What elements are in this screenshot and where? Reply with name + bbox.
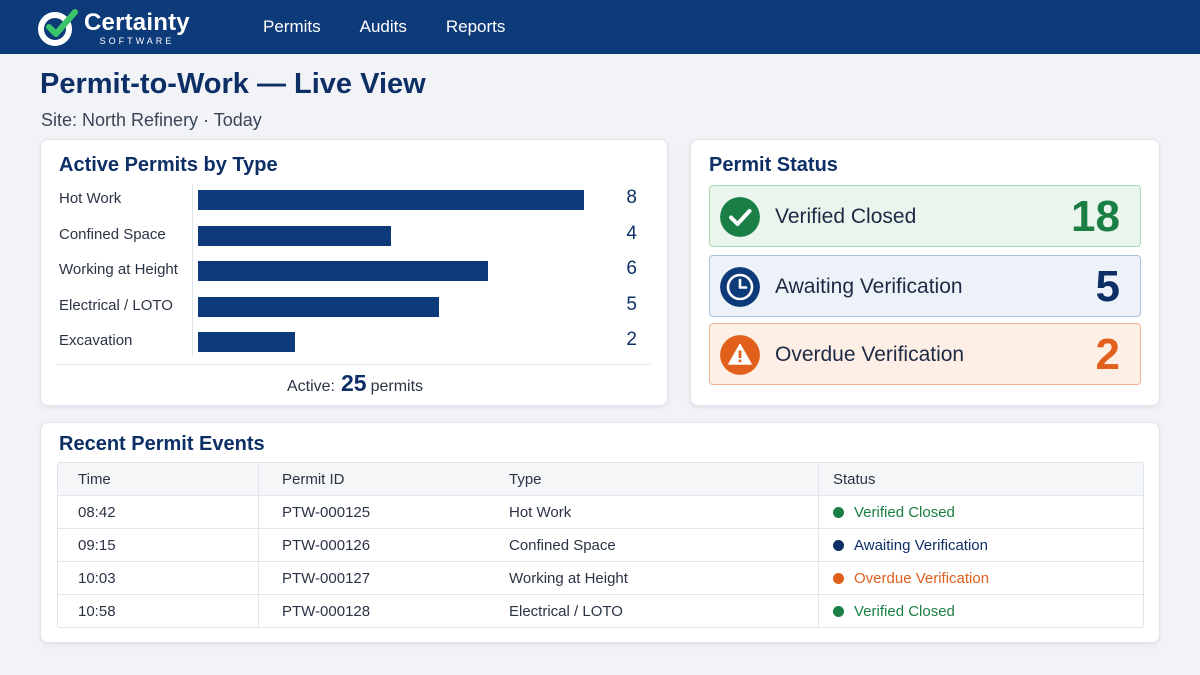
- bar-value-label: 5: [626, 293, 637, 315]
- cell-type: Hot Work: [509, 504, 572, 521]
- cell-type: Confined Space: [509, 537, 616, 554]
- active-total-label: Active:: [286, 378, 335, 395]
- status-count: 18: [1071, 192, 1120, 241]
- bar-category-label: Working at Height: [59, 261, 178, 278]
- cell-status: Overdue Verification: [833, 570, 989, 587]
- column-header-status[interactable]: Status: [833, 471, 876, 488]
- cell-time: 08:42: [78, 504, 116, 521]
- brand-subtitle: SOFTWARE: [99, 36, 175, 46]
- bar[interactable]: [198, 225, 391, 246]
- cell-permit-id[interactable]: PTW-000126: [282, 537, 371, 554]
- bar-row: Excavation 2: [41, 327, 669, 357]
- nav-permits[interactable]: Permits: [263, 17, 321, 36]
- page-subtitle: Site: North Refinery · Today: [41, 110, 262, 130]
- table-header-row: Time Permit ID Type Status: [58, 463, 1143, 496]
- bar-category-label: Excavation: [59, 332, 133, 349]
- recent-events-title: Recent Permit Events: [59, 433, 265, 455]
- status-text: Awaiting Verification: [854, 537, 988, 554]
- bar-value-label: 6: [626, 258, 637, 279]
- column-divider: [818, 463, 819, 627]
- bar-category-label: Electrical / LOTO: [59, 296, 173, 314]
- permits-by-type-title: Active Permits by Type: [59, 154, 278, 176]
- bar-category-label: Hot Work: [59, 190, 122, 207]
- cell-time: 09:15: [78, 537, 116, 554]
- check-icon: [720, 197, 760, 237]
- bar-value-label: 4: [626, 222, 637, 244]
- status-count: 2: [1095, 330, 1120, 379]
- warning-icon: [720, 335, 760, 375]
- events-table: Time Permit ID Type Status 08:42 PTW-000…: [57, 462, 1144, 628]
- certainty-logo-icon[interactable]: [38, 8, 78, 46]
- status-tile-awaiting-verification[interactable]: Awaiting Verification 5: [709, 255, 1141, 317]
- column-header-permit-id[interactable]: Permit ID: [282, 471, 345, 488]
- status-label: Overdue Verification: [775, 343, 965, 366]
- status-text: Verified Closed: [854, 603, 955, 620]
- bar[interactable]: [198, 296, 440, 317]
- bar[interactable]: [198, 190, 584, 210]
- cell-status: Verified Closed: [833, 603, 955, 620]
- cell-type: Electrical / LOTO: [509, 603, 623, 620]
- bar-row: Working at Height 6: [41, 256, 669, 286]
- status-label: Verified Closed: [775, 205, 917, 228]
- cell-permit-id[interactable]: PTW-000128: [282, 603, 371, 620]
- active-total-count: 25: [340, 370, 367, 396]
- chart-axis-line: [192, 184, 193, 356]
- status-count: 5: [1095, 262, 1120, 311]
- status-dot-icon: [833, 507, 844, 518]
- bar-value-label: 8: [626, 187, 637, 208]
- cell-permit-id[interactable]: PTW-000127: [282, 570, 371, 587]
- status-dot-icon: [833, 606, 844, 617]
- recent-events-card: Recent Permit Events Time Permit ID Type…: [40, 422, 1160, 643]
- status-dot-icon: [833, 573, 844, 584]
- bar-row: Hot Work 8: [41, 185, 669, 215]
- bar-row: Electrical / LOTO 5: [41, 292, 669, 322]
- cell-status: Awaiting Verification: [833, 537, 988, 554]
- bar-value-label: 2: [626, 329, 637, 350]
- bar[interactable]: [198, 261, 488, 281]
- table-row[interactable]: 08:42 PTW-000125 Hot Work Verified Close…: [58, 496, 1143, 529]
- brand[interactable]: Certainty SOFTWARE: [84, 9, 190, 47]
- permit-status-title: Permit Status: [709, 154, 838, 176]
- cell-type: Working at Height: [509, 570, 628, 587]
- top-nav-bar: Certainty SOFTWARE Permits Audits Report…: [0, 0, 1200, 54]
- bar-row: Confined Space 4: [41, 221, 669, 251]
- status-tile-overdue-verification[interactable]: Overdue Verification 2: [709, 323, 1141, 385]
- page-title: Permit-to-Work — Live View: [40, 68, 426, 100]
- nav-reports[interactable]: Reports: [445, 17, 506, 36]
- status-tile-verified-closed[interactable]: Verified Closed 18: [709, 185, 1141, 247]
- status-text: Overdue Verification: [854, 570, 990, 587]
- cell-time: 10:03: [78, 570, 116, 587]
- table-row[interactable]: 09:15 PTW-000126 Confined Space Awaiting…: [58, 529, 1143, 562]
- table-row[interactable]: 10:58 PTW-000128 Electrical / LOTO Verif…: [58, 595, 1143, 627]
- bar[interactable]: [198, 332, 295, 352]
- nav-audits[interactable]: Audits: [359, 17, 407, 36]
- main-nav: Permits Audits Reports: [263, 0, 544, 54]
- active-total: Active: 25 permits: [41, 370, 669, 397]
- cell-time: 10:58: [78, 603, 116, 620]
- cell-permit-id[interactable]: PTW-000125: [282, 504, 371, 521]
- status-label: Awaiting Verification: [775, 275, 963, 298]
- clock-icon: [720, 267, 760, 307]
- column-header-time[interactable]: Time: [78, 471, 111, 488]
- permits-by-type-card: Active Permits by Type Hot Work 8 Confined…: [40, 139, 668, 406]
- table-row[interactable]: 10:03 PTW-000127 Working at Height Overd…: [58, 562, 1143, 595]
- permit-status-card: Permit Status Verified Closed 18 Awaitin…: [690, 139, 1160, 406]
- column-header-type[interactable]: Type: [509, 471, 542, 488]
- column-divider: [258, 463, 259, 627]
- chart-divider: [57, 364, 651, 365]
- brand-name: Certainty: [84, 9, 190, 36]
- status-text: Verified Closed: [854, 504, 955, 521]
- active-total-unit: permits: [370, 378, 424, 395]
- bar-category-label: Confined Space: [59, 225, 166, 243]
- cell-status: Verified Closed: [833, 504, 955, 521]
- status-dot-icon: [833, 540, 844, 551]
